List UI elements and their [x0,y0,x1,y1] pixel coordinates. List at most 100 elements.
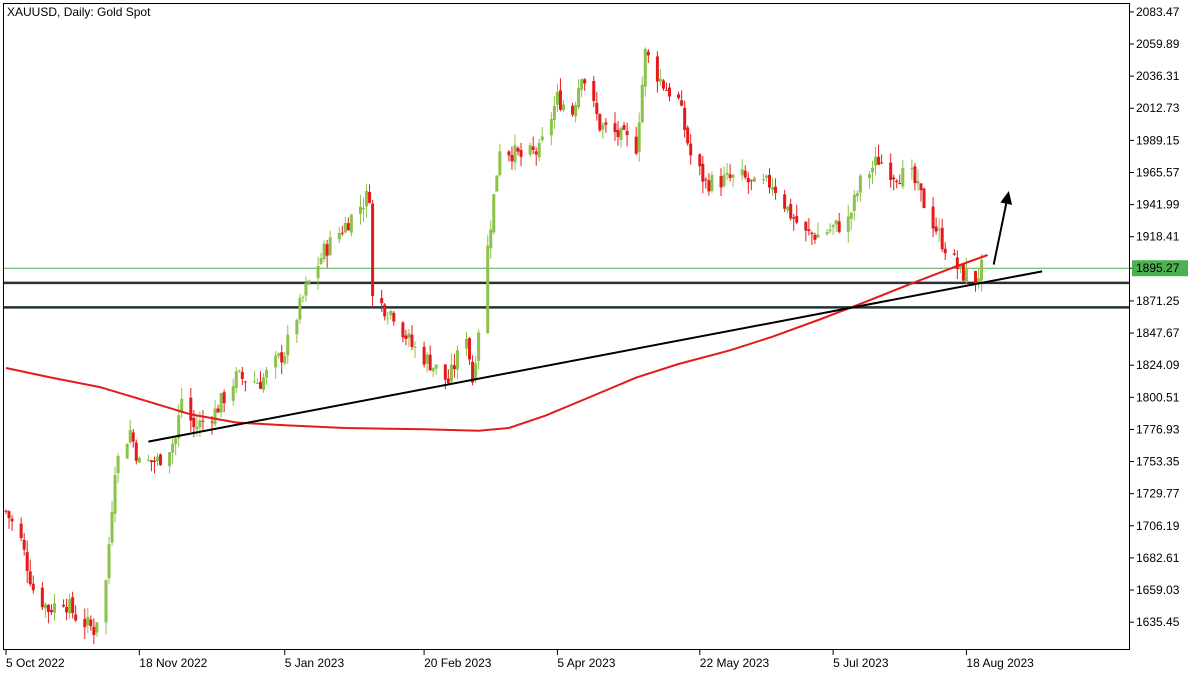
candle-body [619,127,623,140]
candle-body [977,278,981,282]
candle-body [922,188,926,209]
x-tick-label: 18 Nov 2022 [139,656,207,670]
candle-body [940,227,944,250]
y-tick-label: 2083.47 [1136,5,1180,19]
candle-body [43,604,47,609]
candle-body [110,511,114,543]
y-tick-label: 1800.51 [1136,390,1180,404]
x-tick-label: 20 Feb 2023 [424,656,492,670]
candle-body [171,443,175,453]
candle-body [304,282,308,296]
candle-body [89,619,93,627]
candle-body [422,346,426,365]
candle-body [901,167,905,187]
candle-body [155,456,159,462]
chart-timeframe: Daily: [64,5,94,19]
candle-body [561,104,565,111]
candle-body [634,136,638,154]
y-tick-label: 1776.93 [1136,422,1180,436]
y-tick-label: 1824.09 [1136,358,1180,372]
candle-body [898,182,902,184]
candle-body [107,544,111,579]
chart-title-sep: , [57,5,64,19]
candle-body [277,353,281,357]
candle-body [686,127,690,144]
candle-body [46,604,50,612]
arrow-annotation [992,190,1013,265]
candle-body [816,234,820,238]
candle-body [446,378,450,384]
candle-body [201,420,205,422]
candle-body [710,174,714,192]
candle-body [255,382,259,384]
candle-body [413,346,417,348]
candle-body [613,123,617,133]
candle-body [622,125,626,130]
x-axis: 5 Oct 2022 18 Nov 2022 5 Jan 2023 20 Feb 20… [5,650,1034,670]
candle-body [677,94,681,99]
candle-body [337,232,341,240]
candlestick-series [4,47,984,645]
candle-body [389,310,393,316]
y-tick-label: 1753.35 [1136,455,1180,469]
candle-body [113,475,117,514]
candle-body [831,225,835,228]
candle-body [767,174,771,188]
candle-body [837,221,841,232]
candle-body [516,147,520,152]
candle-body [180,398,184,413]
candle-body [237,370,241,372]
candle-body [492,194,496,233]
candle-body [931,206,935,229]
candle-body [174,438,178,445]
candle-body [771,187,775,190]
candle-body [71,597,75,614]
candle-body [637,122,641,152]
candle-body [383,304,387,317]
candle-body [471,361,475,383]
candle-body [680,100,684,106]
candle-body [595,102,599,114]
candle-body [704,179,708,181]
candle-body [449,364,453,382]
y-tick-label: 1706.19 [1136,519,1180,533]
candle-body [149,460,153,462]
candle-body [210,421,214,423]
candle-body [362,207,366,210]
candle-body [874,156,878,166]
candle-body [764,175,768,178]
y-tick-label: 1729.77 [1136,487,1180,501]
candle-body [252,381,256,383]
candle-body [625,130,629,136]
candle-body [137,457,141,463]
y-tick-label: 2012.73 [1136,101,1180,115]
candle-body [431,367,435,372]
candle-body [892,177,896,180]
y-tick-label: 1659.03 [1136,583,1180,597]
candle-body [552,106,556,121]
candle-body [189,397,193,421]
candle-body [916,180,920,184]
y-tick-label: 1847.67 [1136,326,1180,340]
candle-body [368,191,372,203]
candle-body [855,193,859,197]
candle-body [280,352,284,363]
candle-body [371,203,375,297]
candle-body [792,217,796,219]
candle-body [646,51,650,56]
candle-body [322,243,326,260]
y-axis: 2083.47 2059.89 2036.31 2012.73 1989.15 1965.… [1130,5,1180,629]
candle-body [810,232,814,235]
candle-body [4,510,8,512]
candle-body [159,454,163,466]
candle-body [783,194,787,209]
candle-body [955,257,959,270]
candle-body [555,91,559,105]
candle-body [134,442,138,461]
candle-body [507,151,511,156]
candle-body [574,105,578,117]
candle-body [889,162,893,180]
candle-body [540,136,544,141]
arrow-shaft [992,203,1008,265]
horizontal-levels [3,267,1130,309]
